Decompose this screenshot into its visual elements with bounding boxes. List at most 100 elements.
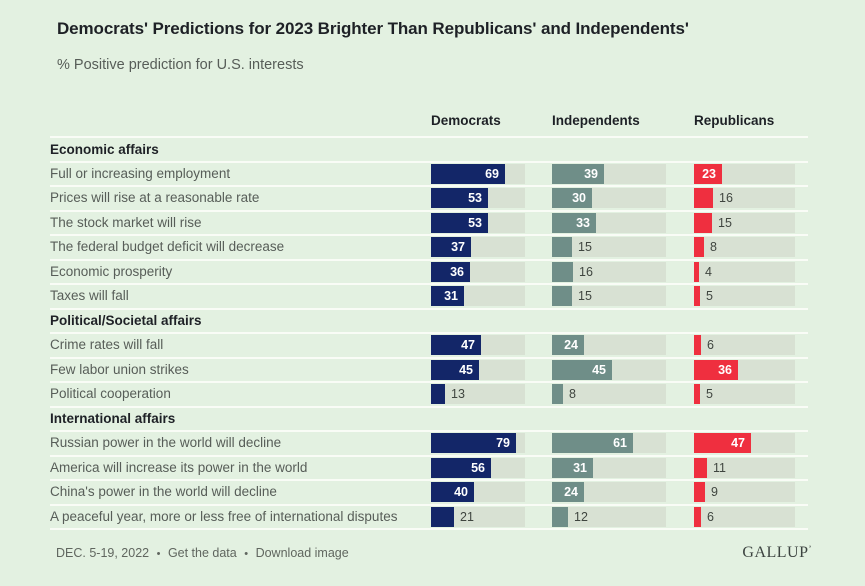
section-header-label: International affairs — [50, 411, 176, 427]
bar-track-independents: 30 — [552, 188, 666, 208]
bar-track-republicans: 36 — [694, 359, 795, 380]
bar-democrats: 37 — [431, 237, 471, 257]
bar-independents — [552, 384, 563, 404]
bar-value-independents: 45 — [592, 362, 606, 377]
bar-track-independents: 39 — [552, 163, 666, 184]
table-row: The stock market will rise 53 33 15 — [50, 212, 808, 236]
row-label: A peaceful year, more or less free of in… — [50, 508, 398, 524]
bar-value-independents: 39 — [584, 166, 598, 181]
bar-track-democrats: 45 — [431, 359, 525, 380]
chart-title: Democrats' Predictions for 2023 Brighter… — [57, 19, 689, 38]
row-label: Russian power in the world will decline — [50, 435, 282, 450]
column-header-independents: Independents — [552, 113, 640, 128]
bar-track-republicans: 4 — [694, 261, 795, 282]
row-label: Taxes will fall — [50, 288, 129, 303]
bar-track-independents: 45 — [552, 359, 666, 380]
bar-republicans — [694, 506, 701, 527]
table-row: A peaceful year, more or less free of in… — [50, 506, 808, 530]
table-row: China's power in the world will decline 4… — [50, 481, 808, 506]
bar-value-independents: 61 — [613, 436, 627, 450]
bar-value-republicans: 9 — [711, 485, 718, 499]
bar-value-republicans: 6 — [707, 338, 714, 352]
bar-democrats — [431, 384, 445, 404]
bar-democrats: 69 — [431, 163, 505, 184]
row-label: The stock market will rise — [50, 214, 202, 230]
trademark-mark: ’ — [808, 544, 812, 554]
bar-republicans — [694, 188, 713, 208]
bar-independents: 39 — [552, 163, 604, 184]
bar-track-independents: 8 — [552, 384, 666, 404]
bar-republicans — [694, 286, 700, 306]
bar-value-democrats: 53 — [468, 191, 482, 205]
bar-independents: 31 — [552, 457, 593, 478]
row-label: Prices will rise at a reasonable rate — [50, 190, 260, 205]
bar-democrats: 31 — [431, 286, 464, 306]
bar-independents — [552, 286, 572, 306]
table-row: Crime rates will fall 47 24 6 — [50, 334, 808, 359]
bar-value-democrats: 47 — [461, 338, 475, 352]
bar-republicans — [694, 335, 701, 355]
row-label: Economic prosperity — [50, 263, 173, 279]
bar-democrats: 47 — [431, 335, 481, 355]
table-row: Russian power in the world will decline 7… — [50, 432, 808, 457]
bar-track-republicans: 5 — [694, 384, 795, 404]
bar-track-democrats: 79 — [431, 433, 525, 453]
bar-track-independents: 61 — [552, 433, 666, 453]
bar-track-independents: 24 — [552, 335, 666, 355]
bar-republicans: 36 — [694, 359, 738, 380]
bar-track-republicans: 5 — [694, 286, 795, 306]
download-image-link[interactable]: Download image — [255, 546, 349, 560]
bar-track-democrats: 47 — [431, 335, 525, 355]
bar-value-democrats: 45 — [459, 362, 473, 377]
bar-value-independents: 24 — [564, 485, 578, 499]
bar-track-independents: 24 — [552, 482, 666, 502]
bar-democrats — [431, 506, 454, 527]
bar-value-democrats: 56 — [471, 460, 485, 475]
bar-value-democrats: 79 — [496, 436, 510, 450]
bar-independents — [552, 237, 572, 257]
section-header-label: Economic affairs — [50, 141, 159, 157]
bar-track-independents: 31 — [552, 457, 666, 478]
bar-value-republicans: 47 — [731, 436, 745, 450]
bar-value-republicans: 5 — [706, 289, 713, 303]
table-row: Full or increasing employment 69 39 23 — [50, 163, 808, 187]
bar-value-independents: 24 — [564, 338, 578, 352]
bar-value-democrats: 53 — [468, 215, 482, 230]
bar-track-democrats: 56 — [431, 457, 525, 478]
bar-republicans — [694, 261, 699, 282]
gallup-wordmark: GALLUP — [742, 544, 809, 561]
bar-value-independents: 16 — [579, 264, 593, 279]
table-row: Political cooperation 13 8 5 — [50, 383, 808, 408]
table-row: Economic prosperity 36 16 4 — [50, 261, 808, 285]
row-label: America will increase its power in the w… — [50, 459, 308, 475]
bar-track-independents: 15 — [552, 286, 666, 306]
bar-track-independents: 15 — [552, 237, 666, 257]
bar-independents — [552, 261, 573, 282]
bar-democrats: 79 — [431, 433, 516, 453]
bar-republicans — [694, 237, 704, 257]
bar-independents: 33 — [552, 212, 596, 233]
bar-value-democrats: 36 — [450, 264, 464, 279]
bar-independents: 24 — [552, 482, 584, 502]
bar-independents: 24 — [552, 335, 584, 355]
bar-track-democrats: 53 — [431, 188, 525, 208]
gallup-logo: GALLUP’ — [742, 544, 812, 562]
bar-value-independents: 12 — [574, 509, 588, 524]
bar-value-democrats: 69 — [485, 166, 499, 181]
bar-track-independents: 12 — [552, 506, 666, 527]
footer: DEC. 5-19, 2022 • Get the data • Downloa… — [56, 546, 349, 560]
section-header: Economic affairs — [50, 138, 808, 163]
row-label: China's power in the world will decline — [50, 484, 277, 499]
bar-track-republicans: 47 — [694, 433, 795, 453]
bar-independents — [552, 506, 568, 527]
bar-track-republicans: 15 — [694, 212, 795, 233]
bar-track-democrats: 53 — [431, 212, 525, 233]
column-header-democrats: Democrats — [431, 113, 501, 128]
table-row: America will increase its power in the w… — [50, 457, 808, 481]
bar-value-republicans: 4 — [705, 264, 712, 279]
bar-democrats: 36 — [431, 261, 470, 282]
table-row: Few labor union strikes 45 45 36 — [50, 359, 808, 383]
get-the-data-link[interactable]: Get the data — [167, 546, 237, 560]
bar-value-republicans: 36 — [718, 362, 732, 377]
